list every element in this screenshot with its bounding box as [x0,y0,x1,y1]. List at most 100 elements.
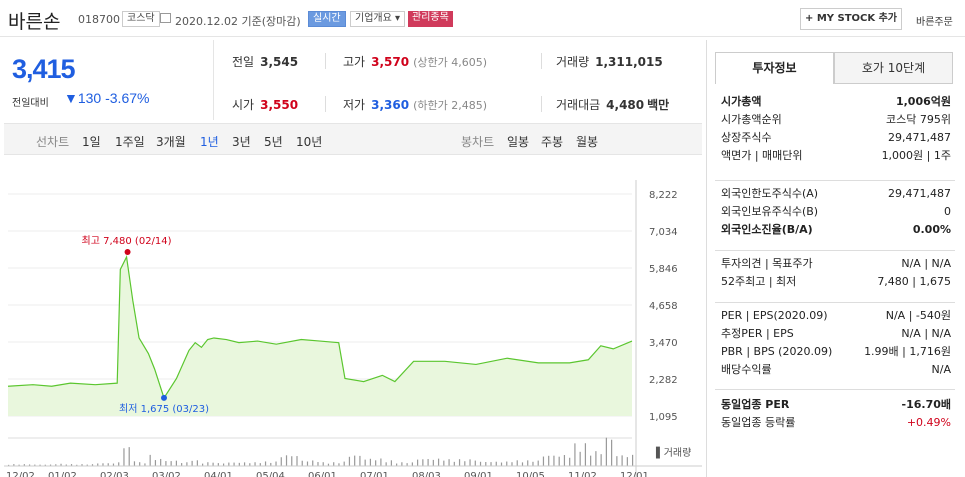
volume-bar [401,462,403,466]
invest-row-value: -16.70배 [901,398,951,411]
line-chart-label: 선차트 [36,135,70,149]
x-tick-label: 07/01 [360,471,389,477]
volume-bar [254,462,256,466]
invest-row-value: 0.00% [912,223,951,236]
stat-high: 고가 3,570 (상한가 4,605) [343,55,487,69]
volume-bar [107,463,109,466]
volume-bar [485,462,487,466]
volume-bar [590,455,592,466]
invest-row: 동일업종 PER -16.70배 [721,397,951,413]
tab-1w[interactable]: 1주일 [115,135,145,149]
volume-bar [28,464,31,466]
volume-bar [569,457,571,466]
invest-row-label: 외국인보유주식수(B) [721,205,819,218]
high-label: 최고 7,480 (02/14) [82,235,172,247]
x-tick-label: 09/01 [464,471,493,477]
x-tick-label: 01/02 [48,471,77,477]
low-marker [161,394,167,401]
tab-10y[interactable]: 10년 [296,135,323,149]
volume-bar [259,463,261,466]
invest-row-label: PER | EPS(2020.09) [721,309,828,322]
volume-bar [144,463,146,466]
add-mystock-button[interactable]: + MY STOCK 추가 [800,8,902,30]
volume-bar [70,464,73,466]
volume-bar [474,460,476,466]
invest-row-value: 1,006억원 [895,95,951,108]
invest-row-label: PBR | BPS (2020.09) [721,345,833,358]
tab-3y[interactable]: 3년 [232,135,251,149]
calendar-icon [160,13,171,23]
invest-row-value: 코스닥 795위 [886,113,951,126]
invest-row: 외국인한도주식수(A) 29,471,487 [721,186,951,202]
tab-orderbook[interactable]: 호가 10단계 [834,52,953,84]
invest-row-label: 외국인소진율(B/A) [721,223,813,236]
volume-bar [170,461,172,466]
volume-bar [385,462,387,466]
stat-low: 저가 3,360 (하한가 2,485) [343,98,487,112]
volume-bar [390,460,392,466]
invest-row-value: 1,000원 | 1주 [881,149,951,162]
volume-bar [207,462,209,466]
volume-bar [422,459,424,466]
price-box: 3,415 전일대비 ▼130 -3.67% [4,40,214,120]
divider [715,250,955,251]
volume-bar [160,458,162,466]
tab-daily[interactable]: 일봉 [507,135,530,149]
volume-bar [128,447,130,466]
volume-bar [97,463,99,466]
invest-row-value: 1.99배 | 1,716원 [864,345,951,358]
volume-bar [427,459,429,466]
volume-bar [23,464,25,466]
volume-bar [406,463,408,466]
invest-row-label: 동일업종 PER [721,398,790,411]
tab-monthly[interactable]: 월봉 [576,135,599,149]
tab-1d[interactable]: 1일 [82,135,101,149]
tab-invest-info[interactable]: 투자정보 [715,52,834,84]
change-value: ▼130 -3.67% [64,90,150,106]
x-tick-label: 11/02 [568,471,597,477]
x-tick-label: 02/03 [100,471,129,477]
volume-bar [228,462,230,466]
volume-bar [396,463,398,466]
volume-bar [611,439,613,466]
realtime-button[interactable]: 실시간 [308,11,346,27]
volume-bar [222,463,225,466]
quote-panel: 3,415 전일대비 ▼130 -3.67% 전일 3,545 고가 3,570 (상… [0,40,702,477]
x-tick-label: 12/02 [6,471,35,477]
market-badge: 코스닥 [122,11,160,27]
volume-bar [579,451,581,466]
volume-bar [212,462,214,466]
volume-bar [181,463,183,466]
volume-bar [595,451,597,466]
price-area [8,256,632,416]
invest-row-label: 투자의견 | 목표주가 [721,257,813,270]
y-tick-label: 3,470 [649,338,678,349]
volume-bar [238,462,240,466]
invest-row: 액면가 | 매매단위 1,000원 | 1주 [721,148,951,164]
y-tick-label: 2,282 [649,375,678,386]
volume-bar [327,463,330,466]
invest-row-label: 액면가 | 매매단위 [721,149,803,162]
tab-weekly[interactable]: 주봉 [541,135,564,149]
volume-bar [537,460,539,466]
order-button[interactable]: 바른주문 [916,17,953,28]
company-overview-dropdown[interactable]: 기업개요 ▾ [350,11,405,27]
price-chart: 8,222 7,034 5,846 4,658 3,470 2,282 1,095 최고 7,… [4,180,702,477]
volume-bar [453,461,455,466]
tab-1y[interactable]: 1년 [200,135,219,149]
stat-prev: 전일 3,545 [232,55,299,69]
volume-bar [76,464,78,466]
tab-3m[interactable]: 3개월 [156,135,186,149]
volume-bar [186,462,188,466]
volume-bar [626,457,628,466]
volume-label: ▌거래량 [655,446,691,459]
volume-bar [443,460,445,466]
tab-5y[interactable]: 5년 [264,135,283,149]
stock-name: 바른손 [8,12,61,33]
volume-bar [553,455,555,466]
volume-bar [343,461,345,466]
volume-bar [548,455,550,466]
volume-bar [542,456,545,466]
volume-bar [495,461,497,466]
invest-row: 외국인소진율(B/A) 0.00% [721,222,951,238]
